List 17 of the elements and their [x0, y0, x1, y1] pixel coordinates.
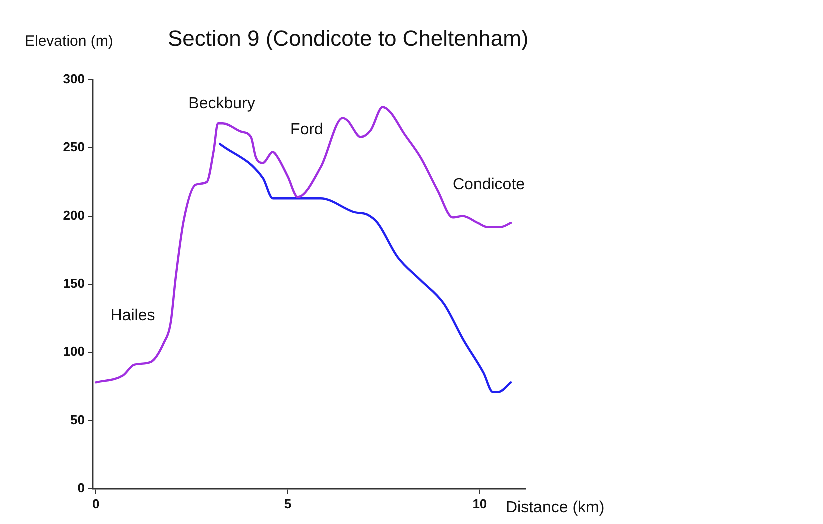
y-tick-label: 0: [78, 480, 85, 496]
y-tick-label: 150: [63, 276, 85, 292]
annotation: Condicote: [452, 176, 526, 194]
y-tick-label: 250: [63, 140, 85, 155]
annotation: Ford: [290, 121, 324, 138]
annotation: Beckbury: [188, 95, 256, 112]
y-tick-label: 200: [63, 208, 85, 223]
y-tick-label: 300: [63, 72, 85, 87]
y-axis-title: Elevation (m): [25, 33, 114, 50]
x-tick-label: 0: [92, 496, 100, 512]
chart-title: Section 9 (Condicote to Cheltenham): [168, 26, 529, 52]
x-axis-title: Distance (km): [506, 499, 605, 516]
annotation: Hailes: [110, 307, 156, 324]
x-tick-label: 5: [284, 496, 292, 512]
y-tick-label: 50: [70, 412, 85, 428]
x-tick-label: 10: [472, 496, 488, 512]
y-tick-label: 100: [63, 344, 85, 360]
